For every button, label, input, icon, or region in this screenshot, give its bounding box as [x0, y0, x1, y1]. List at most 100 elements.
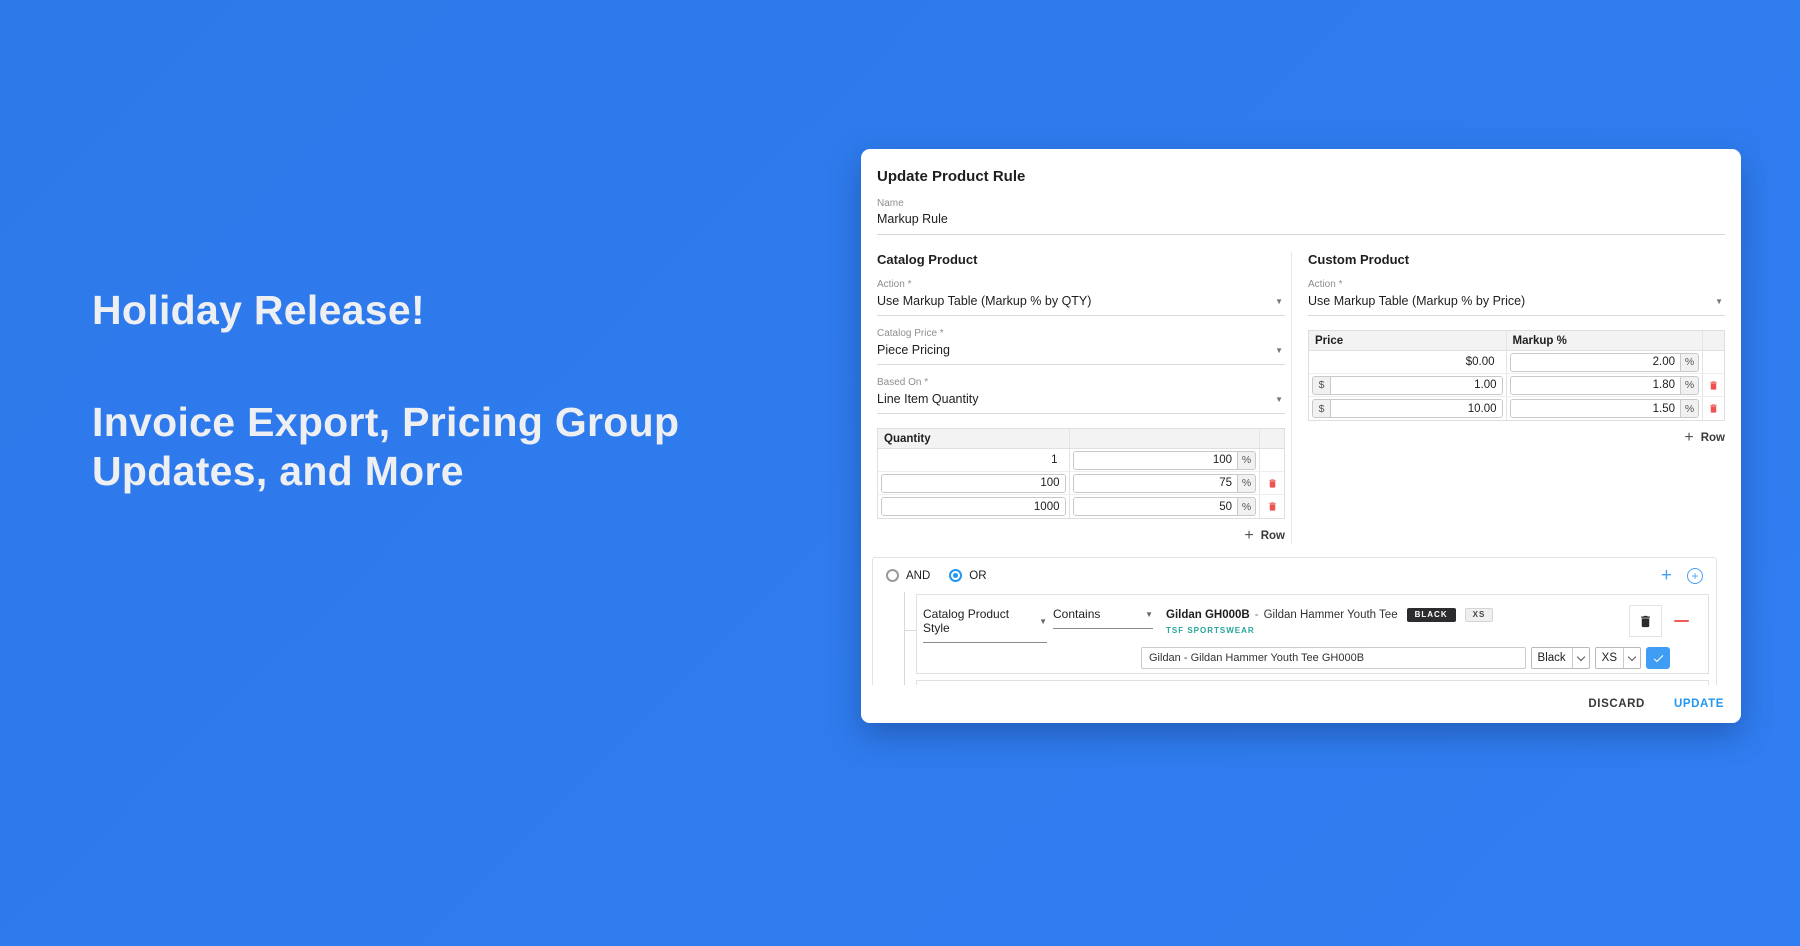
- percent-suffix: %: [1237, 498, 1255, 515]
- chevron-down-icon: ▼: [1715, 296, 1723, 306]
- quantity-table-header: Quantity: [878, 429, 1284, 449]
- price-input[interactable]: [1331, 400, 1502, 417]
- add-condition-group-icon[interactable]: +: [1687, 567, 1703, 584]
- and-radio[interactable]: [886, 569, 899, 582]
- percent-suffix: %: [1680, 400, 1698, 417]
- chevron-down-icon: ▼: [1275, 394, 1283, 404]
- conditions-panel: AND OR + + Catalog Product Style ▼: [872, 557, 1717, 685]
- percent-suffix: %: [1680, 376, 1698, 394]
- price-markup-table: Price Markup % $0.00 %: [1308, 330, 1725, 421]
- confirm-product-button[interactable]: [1646, 647, 1670, 669]
- markup-input[interactable]: [1073, 498, 1237, 515]
- quantity-header-cell: Quantity: [884, 433, 931, 445]
- percent-suffix: %: [1237, 451, 1255, 469]
- remove-condition-icon[interactable]: [1662, 620, 1700, 622]
- based-on-select[interactable]: Line Item Quantity ▼: [877, 389, 1285, 414]
- product-search-input[interactable]: [1141, 647, 1526, 669]
- catalog-price-label: Catalog Price *: [877, 328, 944, 339]
- name-input[interactable]: [877, 212, 1725, 226]
- hero-text: Holiday Release! Invoice Export, Pricing…: [92, 286, 772, 496]
- table-row: %: [878, 472, 1284, 495]
- table-row: $ %: [1309, 374, 1724, 397]
- catalog-action-value: Use Markup Table (Markup % by QTY): [877, 294, 1092, 308]
- custom-action-select[interactable]: Use Markup Table (Markup % by Price) ▼: [1308, 291, 1725, 316]
- plus-icon: +: [1244, 527, 1254, 544]
- actions-header-cell: [1702, 331, 1724, 350]
- name-label: Name: [877, 198, 904, 209]
- and-radio-label: AND: [906, 569, 931, 582]
- delete-row-icon[interactable]: [1264, 475, 1280, 491]
- catalog-product-column: Catalog Product Action * Use Markup Tabl…: [877, 252, 1285, 544]
- or-radio[interactable]: [949, 569, 963, 582]
- custom-section-title: Custom Product: [1308, 252, 1410, 267]
- custom-product-column: Custom Product Action * Use Markup Table…: [1308, 252, 1725, 544]
- hero-subtitle-line2: Updates, and More: [92, 448, 464, 494]
- hero-subtitle: Invoice Export, Pricing Group Updates, a…: [92, 398, 772, 496]
- chevron-down-icon: ▼: [1275, 345, 1283, 355]
- markup-header-cell: Markup %: [1505, 331, 1703, 350]
- color-chip: BLACK: [1406, 608, 1456, 622]
- percent-suffix: %: [1237, 474, 1255, 492]
- based-on-field: Based On * Line Item Quantity ▼: [877, 377, 1285, 414]
- delete-condition-button[interactable]: [1629, 605, 1662, 637]
- hero-title: Holiday Release!: [92, 287, 425, 333]
- actions-header-cell: [1259, 429, 1284, 448]
- product-name: Gildan Hammer Youth Tee: [1263, 609, 1398, 621]
- quantity-input[interactable]: [882, 474, 1065, 492]
- catalog-action-label: Action *: [877, 279, 912, 290]
- dialog-body: Update Product Rule Name Catalog Product…: [861, 149, 1741, 685]
- name-field: Name: [877, 198, 1725, 235]
- table-row: $ %: [1309, 397, 1724, 420]
- delete-row-icon[interactable]: [1706, 401, 1721, 417]
- catalog-price-value: Piece Pricing: [877, 343, 950, 357]
- custom-action-label: Action *: [1308, 279, 1343, 290]
- condition-field-select[interactable]: Catalog Product Style ▼: [923, 607, 1047, 643]
- based-on-value: Line Item Quantity: [877, 392, 979, 406]
- tree-connector: [904, 592, 905, 685]
- chevron-down-icon: ▼: [1145, 609, 1153, 619]
- discard-button[interactable]: DISCARD: [1588, 698, 1645, 710]
- condition-operator-select[interactable]: Contains ▼: [1053, 607, 1153, 629]
- price-input[interactable]: [1331, 376, 1502, 394]
- dialog-footer: DISCARD UPDATE: [861, 685, 1741, 723]
- chevron-down-icon: ▼: [1039, 616, 1047, 626]
- catalog-price-select[interactable]: Piece Pricing ▼: [877, 340, 1285, 365]
- condition-row: Variant Product ▼ Contains ▼ Gildan -: [916, 680, 1709, 685]
- custom-action-field: Action * Use Markup Table (Markup % by P…: [1308, 279, 1725, 316]
- markup-input[interactable]: [1073, 474, 1237, 492]
- condition-row: Catalog Product Style ▼ Contains ▼ Gilda…: [905, 594, 1709, 674]
- chevron-down-icon: [1623, 648, 1640, 668]
- quantity-input[interactable]: [882, 498, 1065, 515]
- color-select[interactable]: Black: [1530, 647, 1590, 669]
- quantity-readonly-value: 1: [1051, 454, 1058, 466]
- price-readonly-value: $0.00: [1465, 356, 1495, 368]
- catalog-action-select[interactable]: Use Markup Table (Markup % by QTY) ▼: [877, 291, 1285, 316]
- delete-row-icon[interactable]: [1264, 499, 1280, 515]
- size-chip: XS: [1464, 608, 1494, 622]
- price-header-cell: Price: [1315, 335, 1344, 347]
- catalog-action-field: Action * Use Markup Table (Markup % by Q…: [877, 279, 1285, 316]
- markup-input[interactable]: [1073, 451, 1237, 469]
- add-quantity-row-button[interactable]: + Row: [1244, 527, 1285, 544]
- product-code: Gildan GH000B: [1166, 609, 1250, 621]
- add-condition-icon[interactable]: +: [1660, 565, 1672, 586]
- catalog-price-field: Catalog Price * Piece Pricing ▼: [877, 328, 1285, 365]
- delete-row-icon[interactable]: [1706, 377, 1721, 393]
- dollar-prefix: $: [1313, 376, 1331, 394]
- update-button[interactable]: UPDATE: [1673, 698, 1724, 710]
- chevron-down-icon: ▼: [1275, 296, 1283, 306]
- markup-input[interactable]: [1510, 353, 1680, 371]
- markup-header-cell: [1068, 429, 1260, 448]
- size-select[interactable]: XS: [1594, 647, 1641, 669]
- markup-input[interactable]: [1510, 376, 1680, 394]
- chevron-down-icon: [1571, 648, 1589, 668]
- column-divider: [1291, 252, 1292, 544]
- add-price-row-button[interactable]: + Row: [1684, 429, 1725, 446]
- percent-suffix: %: [1680, 353, 1698, 371]
- markup-input[interactable]: [1510, 400, 1680, 417]
- dialog-columns: Catalog Product Action * Use Markup Tabl…: [877, 252, 1725, 544]
- table-row: $0.00 %: [1309, 351, 1724, 374]
- update-product-rule-dialog: Update Product Rule Name Catalog Product…: [861, 149, 1741, 723]
- custom-action-value: Use Markup Table (Markup % by Price): [1308, 294, 1526, 308]
